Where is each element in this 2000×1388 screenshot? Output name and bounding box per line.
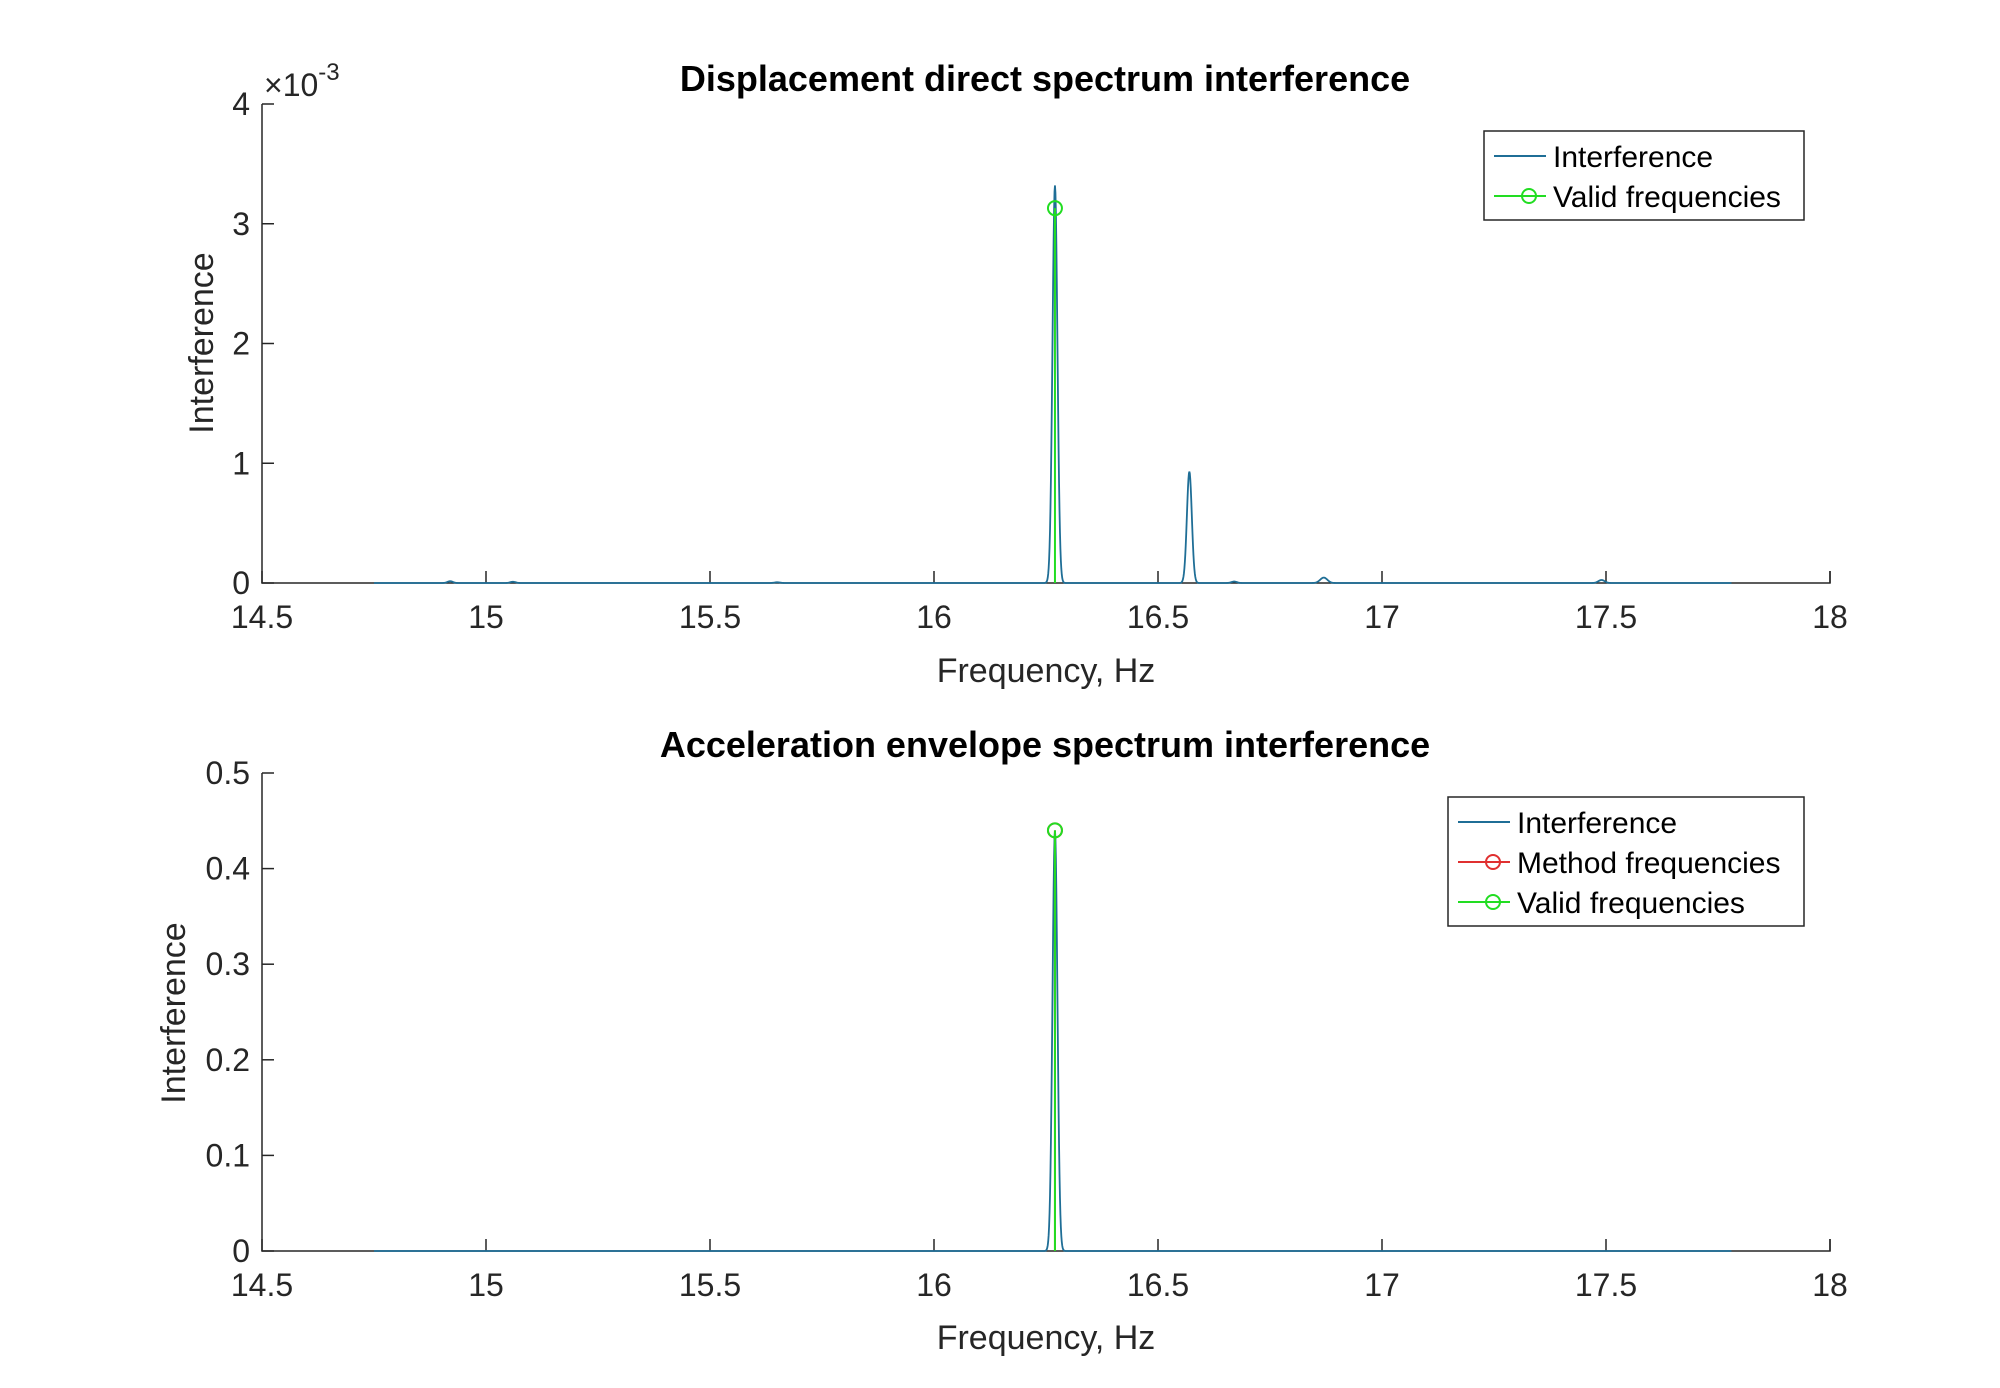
legend-label: Valid frequencies <box>1553 181 1781 214</box>
series-group <box>374 185 1732 584</box>
y-exponent-power: -3 <box>318 59 339 86</box>
y-axis-label: Interference <box>155 922 193 1103</box>
legend: Interference Method frequencies Valid fr… <box>1447 796 1805 927</box>
y-tick-label: 0.3 <box>206 946 250 982</box>
legend-label: Interference <box>1517 807 1677 840</box>
x-tick-label: 15.5 <box>679 599 741 635</box>
legend: Interference Valid frequencies <box>1483 130 1805 221</box>
plot-area: 14.5 15 15.5 16 16.5 17 17.5 18 0 0.1 0.2 0.3 0.4 0.… <box>206 755 1848 1303</box>
x-tick-label: 16.5 <box>1127 1267 1189 1303</box>
y-axis-label: Interference <box>183 252 221 433</box>
chart-acceleration: Acceleration envelope spectrum interfere… <box>155 724 1848 1357</box>
legend-entry-interference: Interference <box>1494 141 1713 174</box>
y-tick-label: 0.2 <box>206 1042 250 1078</box>
x-axis-label: Frequency, Hz <box>937 1319 1156 1357</box>
legend-marker-method <box>1485 854 1501 870</box>
x-tick-label: 17.5 <box>1575 599 1637 635</box>
legend-marker-valid <box>1521 188 1537 204</box>
x-tick-label: 16 <box>916 1267 952 1303</box>
chart-title: Displacement direct spectrum interferenc… <box>680 58 1410 99</box>
y-tick-label: 2 <box>232 326 250 362</box>
legend-marker-valid <box>1485 894 1501 910</box>
legend-label: Method frequencies <box>1517 847 1781 880</box>
series-interference-line <box>374 185 1732 584</box>
stem-marker-valid <box>1046 200 1063 217</box>
stem-marker-valid <box>1046 822 1063 839</box>
chart-displacement: Displacement direct spectrum interferenc… <box>183 58 1848 690</box>
chart-title: Acceleration envelope spectrum interfere… <box>660 724 1430 765</box>
legend-entry-valid: Valid frequencies <box>1494 181 1781 214</box>
x-axis-ticks: 14.5 15 15.5 16 16.5 17 17.5 18 <box>231 571 1848 635</box>
y-tick-label: 0 <box>232 1233 250 1269</box>
x-tick-label: 16 <box>916 599 952 635</box>
y-tick-label: 1 <box>232 445 250 481</box>
y-exponent-prefix: ×10 <box>264 67 318 103</box>
legend-box <box>1483 130 1805 221</box>
plot-area: 14.5 15 15.5 16 16.5 17 17.5 18 0 1 2 3 4 <box>231 86 1848 635</box>
y-tick-label: 0.4 <box>206 851 250 887</box>
legend-label: Valid frequencies <box>1517 887 1745 920</box>
series-group <box>374 822 1732 1252</box>
y-tick-label: 4 <box>232 86 250 122</box>
y-axis-ticks: 0 1 2 3 4 <box>232 86 274 601</box>
y-exponent-label: ×10-3 <box>264 59 340 103</box>
x-tick-label: 15 <box>468 599 504 635</box>
legend-entry-method: Method frequencies <box>1458 847 1781 880</box>
x-tick-label: 17.5 <box>1575 1267 1637 1303</box>
y-tick-label: 0.1 <box>206 1137 250 1173</box>
legend-entry-valid: Valid frequencies <box>1458 887 1745 920</box>
x-tick-label: 17 <box>1364 1267 1400 1303</box>
y-axis-ticks: 0 0.1 0.2 0.3 0.4 0.5 <box>206 755 274 1269</box>
y-tick-label: 0 <box>232 565 250 601</box>
legend-label: Interference <box>1553 141 1713 174</box>
x-tick-label: 16.5 <box>1127 599 1189 635</box>
series-interference-line <box>374 830 1732 1252</box>
x-tick-label: 17 <box>1364 599 1400 635</box>
x-tick-label: 15.5 <box>679 1267 741 1303</box>
y-tick-label: 3 <box>232 206 250 242</box>
x-axis-label: Frequency, Hz <box>937 652 1156 690</box>
x-tick-label: 18 <box>1812 599 1848 635</box>
x-tick-label: 14.5 <box>231 1267 293 1303</box>
legend-entry-interference: Interference <box>1458 807 1677 840</box>
x-tick-label: 14.5 <box>231 599 293 635</box>
x-axis-ticks: 14.5 15 15.5 16 16.5 17 17.5 18 <box>231 1239 1848 1303</box>
x-tick-label: 15 <box>468 1267 504 1303</box>
x-tick-label: 18 <box>1812 1267 1848 1303</box>
y-tick-label: 0.5 <box>206 755 250 791</box>
